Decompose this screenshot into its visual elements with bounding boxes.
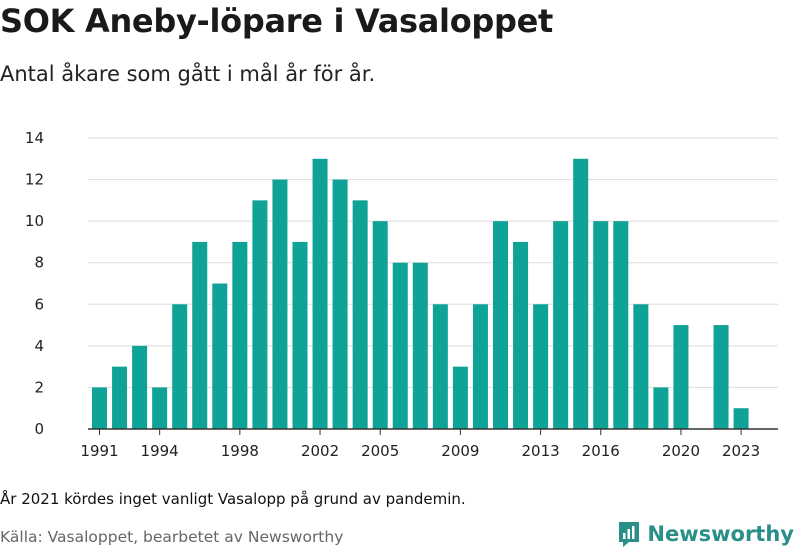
bar-2003 — [332, 179, 348, 429]
y-tick-label: 6 — [34, 295, 44, 313]
y-tick-label: 14 — [25, 129, 44, 147]
x-tick-label: 2009 — [441, 442, 479, 460]
bar-2016 — [593, 221, 609, 429]
bar-2018 — [633, 304, 649, 429]
bar-2000 — [272, 179, 288, 429]
x-axis-ticks: 1991 1994 1998 2002 2005 2009 2013 2016 2020 2023 — [80, 429, 760, 460]
bar-2017 — [613, 221, 629, 429]
x-tick-label: 2013 — [522, 442, 560, 460]
bars — [92, 158, 749, 429]
y-axis-ticks: 0 2 4 6 8 10 12 14 — [25, 129, 44, 438]
bar-2015 — [573, 158, 589, 429]
bar-1999 — [252, 200, 268, 429]
bar-1998 — [232, 241, 248, 429]
source-text: Källa: Vasaloppet, bearbetet av Newswort… — [0, 528, 344, 546]
bar-chart: 0 2 4 6 8 10 12 14 1991 1994 1998 2002 2005 2009 2013… — [25, 129, 778, 460]
bar-2009 — [452, 366, 468, 429]
bar-1994 — [152, 387, 168, 429]
bar-2004 — [352, 200, 368, 429]
bar-2002 — [312, 158, 328, 429]
bar-2013 — [533, 304, 549, 429]
bar-2014 — [553, 221, 569, 429]
bar-2022 — [713, 325, 729, 429]
x-tick-label: 2020 — [662, 442, 700, 460]
x-tick-label: 1998 — [221, 442, 259, 460]
x-tick-label: 2016 — [582, 442, 620, 460]
y-tick-label: 4 — [34, 337, 44, 355]
y-tick-label: 8 — [34, 254, 44, 272]
bar-2001 — [292, 241, 308, 429]
bar-1995 — [172, 304, 188, 429]
bar-2011 — [493, 221, 508, 429]
bar-2019 — [653, 387, 669, 429]
bar-2005 — [372, 221, 388, 429]
x-tick-label: 1991 — [80, 442, 118, 460]
bar-2007 — [412, 262, 428, 429]
chart-title: SOK Aneby-löpare i Vasaloppet — [0, 2, 553, 40]
y-tick-label: 12 — [25, 171, 44, 189]
footnote: År 2021 kördes inget vanligt Vasalopp på… — [0, 490, 466, 508]
x-tick-label: 1994 — [141, 442, 179, 460]
bar-2010 — [472, 304, 488, 429]
bar-1993 — [132, 345, 148, 429]
x-tick-label: 2002 — [301, 442, 339, 460]
bar-2006 — [392, 262, 408, 429]
chart-subtitle: Antal åkare som gått i mål år för år. — [0, 62, 376, 86]
bar-2008 — [432, 304, 448, 429]
y-tick-label: 10 — [25, 212, 44, 230]
x-tick-label: 2023 — [722, 442, 760, 460]
x-tick-label: 2005 — [361, 442, 399, 460]
bar-2012 — [513, 241, 529, 429]
brand-name: Newsworthy — [647, 522, 794, 546]
bar-1997 — [212, 283, 228, 429]
bar-1992 — [112, 366, 128, 429]
bar-2020 — [673, 325, 689, 429]
bar-2023 — [733, 408, 749, 429]
newsworthy-logo: Newsworthy — [617, 518, 794, 550]
bar-1991 — [92, 387, 107, 429]
y-tick-label: 2 — [34, 378, 44, 396]
bar-1996 — [192, 241, 208, 429]
y-tick-label: 0 — [34, 420, 44, 438]
bar-chart-logo-icon — [619, 522, 640, 547]
